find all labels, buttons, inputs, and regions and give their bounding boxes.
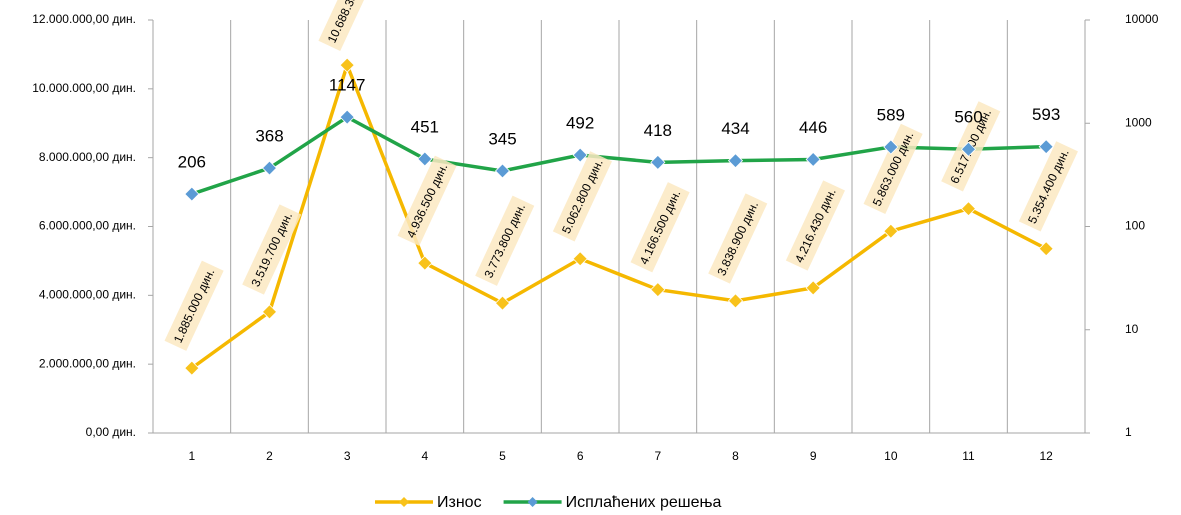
marker xyxy=(261,304,278,320)
value-label: 492 xyxy=(566,114,594,133)
value-label: 1147 xyxy=(329,76,366,95)
value-label: 4.166.500 дин. xyxy=(630,182,690,273)
value-label: 589 xyxy=(877,105,905,124)
value-label: 446 xyxy=(799,118,827,137)
marker xyxy=(805,280,821,296)
value-label-bg xyxy=(397,155,457,246)
marker xyxy=(494,163,511,179)
value-label: 3.838.900 дин. xyxy=(708,193,768,284)
value-label: 4.936.500 дин. xyxy=(397,155,457,246)
x-tick-label: 3 xyxy=(344,449,351,463)
y-tick-label: 0,00 дин. xyxy=(86,425,136,439)
value-label-bg xyxy=(318,0,381,51)
marker xyxy=(184,360,200,376)
marker xyxy=(727,153,744,169)
x-tick-label: 10 xyxy=(884,449,898,463)
value-label: 368 xyxy=(255,127,283,146)
marker xyxy=(417,255,433,271)
x-tick-label: 9 xyxy=(810,449,817,463)
marker xyxy=(650,154,666,170)
marker xyxy=(960,141,977,157)
marker xyxy=(494,295,511,311)
value-label-bg xyxy=(708,193,768,284)
x-tick-label: 7 xyxy=(654,449,661,463)
value-label: 560 xyxy=(954,108,982,127)
value-label: 345 xyxy=(488,129,516,148)
value-label: 434 xyxy=(721,119,749,138)
x-tick-label: 4 xyxy=(421,449,428,463)
x-tick-label: 12 xyxy=(1039,449,1053,463)
value-label-bg xyxy=(475,195,535,286)
marker xyxy=(572,251,588,267)
value-label: 451 xyxy=(411,117,439,136)
marker xyxy=(960,201,977,217)
legend-marker xyxy=(527,497,538,507)
x-tick-label: 11 xyxy=(962,449,975,463)
y-tick-label: 10.000.000,00 дин. xyxy=(32,81,136,95)
marker xyxy=(339,57,355,73)
marker xyxy=(572,147,588,163)
x-tick-label: 5 xyxy=(499,449,506,463)
y2-tick-label: 10000 xyxy=(1125,12,1159,26)
marker xyxy=(417,151,433,167)
value-label: 3.773.800 дин. xyxy=(475,195,535,286)
value-label: 4.216.430 дин. xyxy=(785,180,845,271)
value-label: 10.688.330 дин. xyxy=(318,0,381,51)
y2-tick-label: 100 xyxy=(1125,219,1145,233)
legend-label: Исплаћених решења xyxy=(566,494,722,511)
value-label-bg xyxy=(242,204,302,295)
value-label: 206 xyxy=(178,153,206,172)
value-label: 5.062.800 дин. xyxy=(552,151,612,242)
y-tick-label: 6.000.000,00 дин. xyxy=(39,219,136,233)
x-tick-label: 2 xyxy=(266,449,273,463)
value-label-bg xyxy=(164,260,224,351)
y-tick-label: 8.000.000,00 дин. xyxy=(39,150,136,164)
y2-tick-label: 1000 xyxy=(1125,115,1152,129)
x-tick-label: 1 xyxy=(188,449,195,463)
value-label: 1.885.000 дин. xyxy=(164,260,224,351)
value-label-bg xyxy=(1018,141,1078,232)
value-label: 5.863.000 дин. xyxy=(863,123,923,214)
value-label: 593 xyxy=(1032,105,1060,124)
marker xyxy=(883,139,899,155)
y-tick-label: 12.000.000,00 дин. xyxy=(32,12,136,26)
marker xyxy=(883,223,899,239)
marker xyxy=(1038,139,1054,155)
marker xyxy=(805,151,821,168)
value-label: 5.354.400 дин. xyxy=(1018,141,1078,232)
value-label: 3.519.700 дин. xyxy=(242,204,302,295)
value-label-bg xyxy=(785,180,845,271)
marker xyxy=(727,293,744,309)
value-label: 418 xyxy=(644,121,672,140)
marker xyxy=(261,160,278,176)
value-label-bg xyxy=(863,123,923,214)
value-label-bg xyxy=(630,182,690,273)
y-tick-label: 2.000.000,00 дин. xyxy=(39,356,136,370)
y-tick-label: 4.000.000,00 дин. xyxy=(39,288,136,302)
legend-label: Износ xyxy=(437,494,482,511)
x-tick-label: 8 xyxy=(732,449,739,463)
series-line xyxy=(190,59,1047,370)
y2-tick-label: 10 xyxy=(1125,322,1139,336)
marker xyxy=(1038,241,1054,257)
legend-marker xyxy=(399,497,409,507)
x-tick-label: 6 xyxy=(577,449,584,463)
marker xyxy=(184,186,200,202)
marker xyxy=(650,282,666,298)
marker xyxy=(339,109,355,125)
y2-tick-label: 1 xyxy=(1125,425,1132,439)
value-label-bg xyxy=(552,151,612,242)
